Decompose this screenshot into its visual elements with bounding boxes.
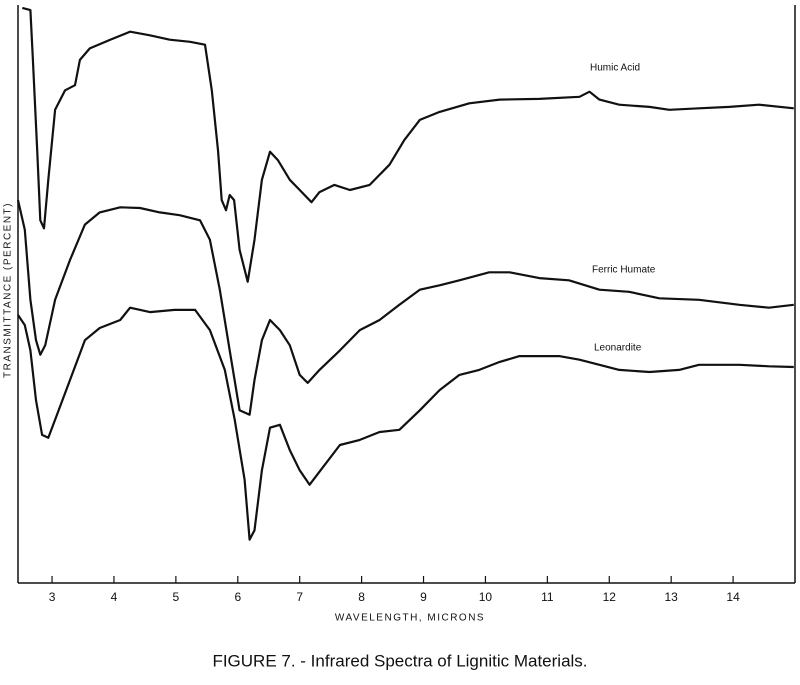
y-axis-label: TRANSMITTANCE (PERCENT) (3, 202, 14, 378)
series-label: Leonardite (594, 343, 642, 354)
x-tick-label: 5 (173, 590, 180, 604)
series-label: Ferric Humate (592, 265, 656, 276)
x-tick-label: 13 (664, 590, 678, 604)
x-tick-label: 11 (541, 590, 554, 604)
x-tick-label: 9 (420, 590, 427, 604)
spectrum-line (17, 306, 794, 541)
x-tick-label: 7 (296, 590, 303, 604)
x-tick-label: 3 (49, 590, 56, 604)
x-tick-label: 4 (111, 590, 118, 604)
x-tick-label: 10 (479, 590, 493, 604)
spectrum-line (22, 6, 794, 283)
x-tick-label: 12 (603, 590, 617, 604)
x-tick-label: 6 (234, 590, 241, 604)
series-label: Humic Acid (590, 63, 640, 74)
x-tick-label: 8 (358, 590, 365, 604)
x-axis-label: WAVELENGTH, MICRONS (335, 613, 485, 624)
x-tick-label: 14 (726, 590, 740, 604)
figure-caption: FIGURE 7. - Infrared Spectra of Lignitic… (212, 651, 587, 670)
spectrum-line (16, 199, 794, 416)
